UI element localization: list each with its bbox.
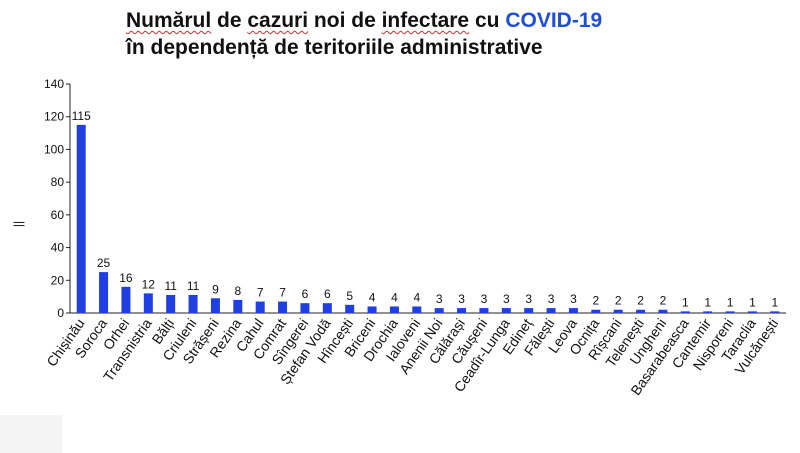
bar <box>76 124 86 314</box>
data-label: 16 <box>119 271 133 285</box>
bar <box>479 308 489 313</box>
bar <box>345 304 355 313</box>
title-part-4: infectare <box>381 9 470 32</box>
data-label: 5 <box>346 289 353 303</box>
y-tick-label: 80 <box>51 175 65 189</box>
title-part-6: COVID-19 <box>505 9 603 32</box>
bar <box>255 301 265 313</box>
chart-title-line-2: în dependență de teritoriile administrat… <box>126 36 543 59</box>
data-label: 12 <box>142 277 156 291</box>
bar <box>121 286 131 313</box>
data-label: 2 <box>592 294 599 308</box>
bar <box>300 303 310 313</box>
data-label: 3 <box>503 292 510 306</box>
y-axis-title: || <box>11 221 25 227</box>
plot-panel <box>62 0 800 453</box>
data-label: 3 <box>525 292 532 306</box>
bar <box>278 301 288 313</box>
bar <box>322 303 332 313</box>
bar <box>434 308 444 313</box>
bar <box>389 306 399 313</box>
bar <box>770 311 780 313</box>
y-tick-label: 0 <box>57 306 64 320</box>
data-label: 2 <box>637 294 644 308</box>
data-label: 9 <box>212 282 219 296</box>
data-label: 7 <box>279 286 286 300</box>
data-label: 2 <box>660 294 667 308</box>
data-label: 25 <box>97 256 111 270</box>
data-label: 11 <box>164 279 177 293</box>
bar <box>501 308 511 313</box>
bar <box>210 298 220 313</box>
bar <box>703 311 713 313</box>
data-label: 3 <box>481 292 488 306</box>
data-label: 6 <box>324 287 331 301</box>
bar <box>99 272 109 313</box>
bar <box>546 308 556 313</box>
axis-panel <box>0 0 62 415</box>
data-label: 1 <box>682 295 689 309</box>
y-tick-label: 40 <box>51 241 65 255</box>
data-label: 7 <box>257 286 264 300</box>
data-label: 1 <box>704 295 711 309</box>
y-tick-label: 100 <box>44 142 64 156</box>
data-label: 115 <box>72 109 91 123</box>
y-tick-label: 20 <box>51 273 65 287</box>
chart-title-line-1: Numărul de cazuri noi de infectare cu CO… <box>126 9 766 33</box>
bar <box>233 299 243 313</box>
bar <box>680 311 690 313</box>
title-part-1: de <box>211 9 248 32</box>
data-label: 1 <box>749 295 756 309</box>
data-label: 1 <box>771 295 778 309</box>
x-axis-labels: ChișinăuSorocaOrheiTransnistriaBălțiCriu… <box>43 315 781 398</box>
bar <box>524 308 534 313</box>
data-label: 3 <box>570 292 577 306</box>
data-label: 3 <box>458 292 465 306</box>
data-label: 3 <box>548 292 555 306</box>
bar <box>613 309 623 313</box>
title-part-5: cu <box>469 9 506 32</box>
bar <box>658 309 668 313</box>
y-tick-label: 140 <box>44 77 64 91</box>
data-label: 2 <box>615 294 622 308</box>
bars <box>76 124 780 314</box>
title-part-3: noi de <box>308 9 382 32</box>
bar <box>457 308 467 313</box>
data-label: 6 <box>302 287 309 301</box>
bar <box>636 309 646 313</box>
bar <box>166 295 176 313</box>
data-label: 8 <box>234 284 241 298</box>
bar <box>747 311 757 313</box>
data-label: 3 <box>436 292 443 306</box>
data-label: 4 <box>413 290 420 304</box>
bar <box>188 295 198 313</box>
bar <box>412 306 422 313</box>
bar <box>367 306 377 313</box>
y-tick-label: 120 <box>44 110 64 124</box>
data-label: 4 <box>369 290 376 304</box>
data-label: 11 <box>187 279 200 293</box>
title-part-2: cazuri <box>247 9 309 32</box>
bar <box>568 308 578 313</box>
y-tick-label: 60 <box>51 208 65 222</box>
bar <box>591 309 601 313</box>
title-part-0: Numărul <box>126 9 212 32</box>
data-label: 4 <box>391 290 398 304</box>
data-label: 1 <box>727 295 734 309</box>
bar <box>143 293 153 313</box>
bar <box>725 311 735 313</box>
